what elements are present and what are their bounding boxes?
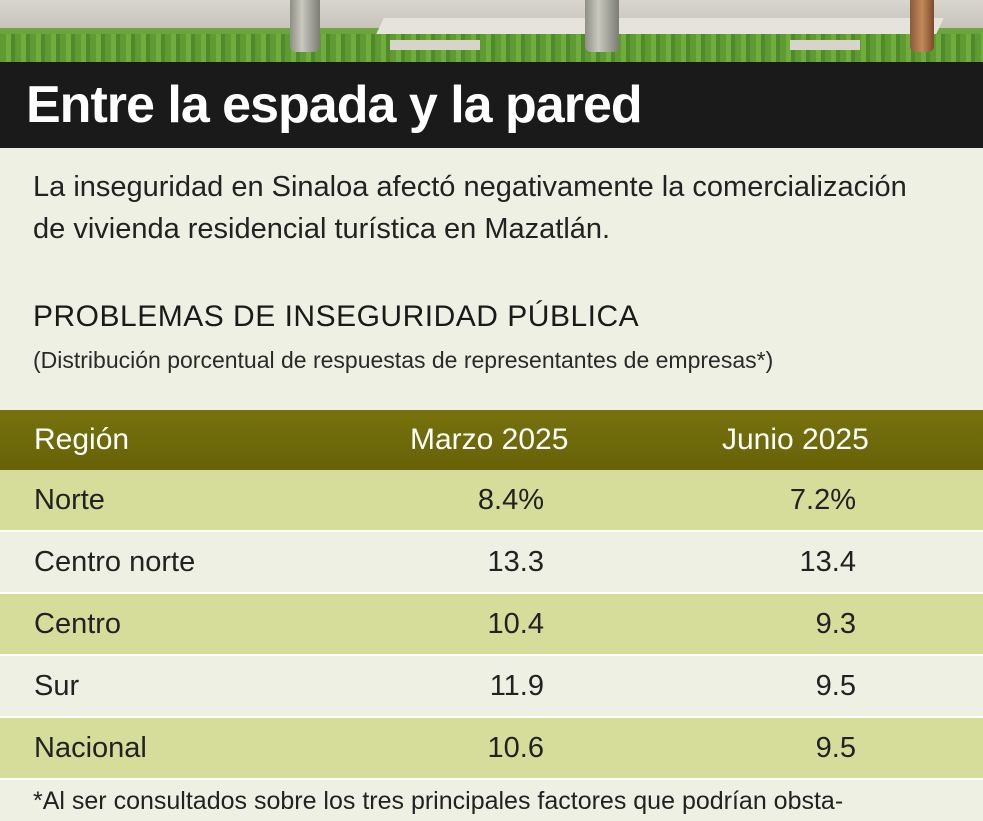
cell-june: 9.3 [815, 608, 856, 640]
cell-march: 13.3 [487, 546, 544, 578]
cell-march: 10.4 [487, 608, 544, 640]
cell-june: 9.5 [815, 670, 856, 702]
cell-june: 9.5 [815, 732, 856, 764]
table-header: Región Marzo 2025 Junio 2025 [0, 410, 983, 470]
cell-region: Centro norte [34, 546, 196, 578]
section-title: PROBLEMAS DE INSEGURIDAD PÚBLICA [33, 300, 640, 333]
cell-region: Centro [34, 608, 122, 640]
column-header-region: Región [34, 423, 130, 456]
photo-stone-slab [390, 40, 480, 50]
section-subtitle: (Distribución porcentual de respuestas d… [33, 347, 774, 373]
cell-june: 13.4 [799, 546, 856, 578]
headline-bar: Entre la espada y la pared [0, 62, 983, 148]
headline: Entre la espada y la pared [26, 76, 643, 134]
cell-march: 10.6 [487, 732, 544, 764]
photo-palm-trunk [910, 0, 934, 52]
footnote: *Al ser consultados sobre los tres princ… [33, 787, 844, 815]
table-row: Centro norte 13.3 13.4 [0, 532, 983, 594]
photo-path [376, 18, 944, 34]
cell-region: Norte [34, 484, 105, 516]
table-row: Norte 8.4% 7.2% [0, 470, 983, 532]
photo-palm-trunk [290, 0, 320, 52]
cell-region: Sur [34, 670, 80, 702]
table-row: Sur 11.9 9.5 [0, 656, 983, 718]
header-photo [0, 0, 983, 62]
cell-june: 7.2% [789, 484, 856, 516]
column-header-march: Marzo 2025 [410, 423, 569, 456]
table-row: Centro 10.4 9.3 [0, 594, 983, 656]
photo-stone-slab [790, 40, 860, 50]
cell-march: 11.9 [489, 670, 544, 702]
cell-march: 8.4% [477, 484, 544, 516]
intro-text: La inseguridad en Sinaloa afectó negativ… [33, 171, 907, 245]
photo-palm-trunk [585, 0, 619, 52]
table-row: Nacional 10.6 9.5 [0, 718, 983, 780]
data-table: Región Marzo 2025 Junio 2025 Norte 8.4% … [0, 410, 983, 780]
cell-region: Nacional [34, 732, 147, 764]
column-header-june: Junio 2025 [722, 423, 869, 456]
